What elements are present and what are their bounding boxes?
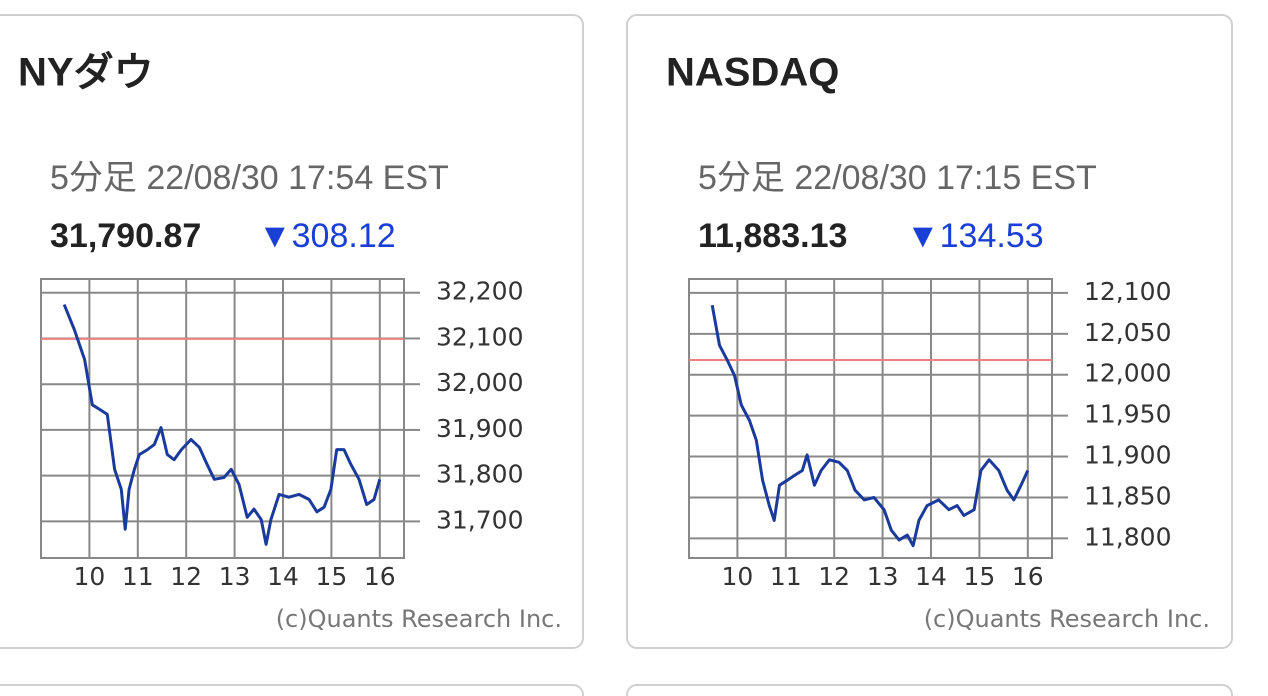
x-tick-label: 11 (770, 562, 802, 591)
x-tick-label: 13 (867, 562, 899, 591)
x-tick-label: 14 (267, 562, 299, 591)
y-tick-label: 32,200 (436, 277, 523, 306)
x-tick-label: 10 (73, 562, 105, 591)
card (0, 684, 584, 696)
x-tick-label: 15 (315, 562, 347, 591)
credit: (c)Quants Research Inc. (276, 605, 562, 633)
y-tick-label: 11,950 (1084, 400, 1171, 429)
x-tick-label: 10 (721, 562, 753, 591)
y-tick-label: 32,000 (436, 368, 523, 397)
y-tick-label: 12,050 (1084, 318, 1171, 347)
y-tick-label: 31,700 (436, 505, 523, 534)
x-tick-label: 13 (219, 562, 251, 591)
y-tick-label: 11,800 (1084, 522, 1171, 551)
plot-frame (688, 278, 1053, 559)
y-tick-label: 12,100 (1084, 277, 1171, 306)
change: ▼308.12 (258, 217, 396, 255)
y-tick-label: 32,100 (436, 322, 523, 351)
y-tick-label: 31,800 (436, 460, 523, 489)
x-tick-label: 11 (122, 562, 154, 591)
x-tick-label: 12 (170, 562, 202, 591)
plot-frame (40, 278, 405, 559)
price-line (62, 304, 382, 546)
subtitle: 5分足 22/08/30 17:54 EST (50, 159, 449, 197)
change: ▼134.53 (906, 217, 1044, 255)
y-tick-label: 31,900 (436, 414, 523, 443)
x-tick-label: 15 (963, 562, 995, 591)
x-tick-label: 16 (364, 562, 396, 591)
card (626, 684, 1233, 696)
card-title: NYダウ (18, 51, 154, 95)
card-title: NASDAQ (666, 51, 839, 95)
subtitle: 5分足 22/08/30 17:15 EST (698, 159, 1097, 197)
y-tick-label: 11,900 (1084, 441, 1171, 470)
x-tick-label: 12 (818, 562, 850, 591)
y-tick-label: 12,000 (1084, 359, 1171, 388)
y-tick-label: 11,850 (1084, 481, 1171, 510)
price: 11,883.13 (698, 217, 847, 255)
credit: (c)Quants Research Inc. (924, 605, 1210, 633)
x-tick-label: 16 (1012, 562, 1044, 591)
price: 31,790.87 (50, 217, 201, 255)
price-line (710, 304, 1030, 548)
x-tick-label: 14 (915, 562, 947, 591)
